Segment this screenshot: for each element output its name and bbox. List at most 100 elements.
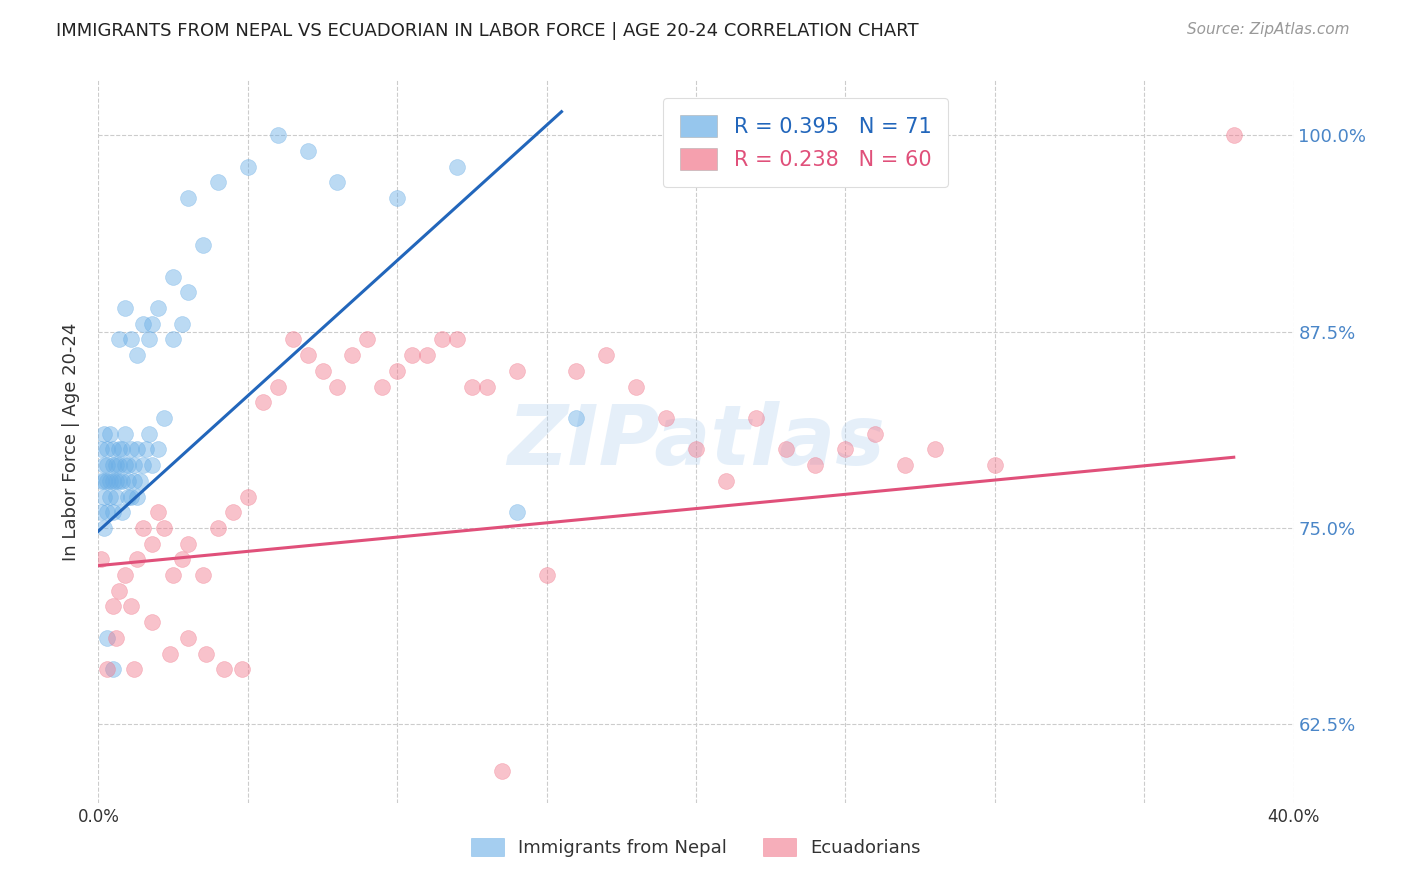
- Point: [326, 379, 349, 393]
- Point: [326, 175, 349, 189]
- Point: [506, 364, 529, 378]
- Text: Source: ZipAtlas.com: Source: ZipAtlas.com: [1187, 22, 1350, 37]
- Point: [105, 490, 128, 504]
- Point: [714, 474, 737, 488]
- Point: [491, 764, 513, 779]
- Point: [138, 426, 160, 441]
- Point: [120, 599, 142, 614]
- Point: [108, 474, 131, 488]
- Point: [191, 568, 214, 582]
- Point: [96, 458, 118, 472]
- Point: [120, 333, 142, 347]
- Point: [103, 474, 125, 488]
- Point: [297, 348, 319, 362]
- Point: [108, 333, 131, 347]
- Point: [195, 647, 218, 661]
- Point: [159, 647, 181, 661]
- Point: [114, 568, 136, 582]
- Point: [153, 411, 176, 425]
- Point: [127, 552, 149, 566]
- Point: [93, 458, 115, 472]
- Point: [177, 631, 200, 645]
- Point: [120, 490, 142, 504]
- Point: [108, 583, 131, 598]
- Point: [804, 458, 827, 472]
- Point: [401, 348, 423, 362]
- Point: [565, 411, 588, 425]
- Point: [90, 505, 112, 519]
- Point: [446, 160, 468, 174]
- Point: [506, 505, 529, 519]
- Point: [111, 505, 134, 519]
- Point: [135, 442, 157, 457]
- Point: [153, 521, 176, 535]
- Point: [103, 442, 125, 457]
- Point: [236, 160, 259, 174]
- Point: [236, 490, 259, 504]
- Point: [281, 333, 304, 347]
- Point: [536, 568, 558, 582]
- Text: IMMIGRANTS FROM NEPAL VS ECUADORIAN IN LABOR FORCE | AGE 20-24 CORRELATION CHART: IMMIGRANTS FROM NEPAL VS ECUADORIAN IN L…: [56, 22, 920, 40]
- Point: [745, 411, 768, 425]
- Point: [108, 442, 131, 457]
- Point: [96, 442, 118, 457]
- Point: [141, 458, 163, 472]
- Point: [90, 552, 112, 566]
- Point: [267, 128, 290, 143]
- Point: [114, 458, 136, 472]
- Point: [595, 348, 617, 362]
- Point: [117, 490, 139, 504]
- Point: [103, 599, 125, 614]
- Point: [177, 191, 200, 205]
- Point: [98, 474, 122, 488]
- Point: [162, 269, 184, 284]
- Point: [127, 490, 149, 504]
- Point: [212, 662, 235, 676]
- Point: [138, 333, 160, 347]
- Point: [475, 379, 498, 393]
- Point: [222, 505, 245, 519]
- Point: [191, 238, 214, 252]
- Point: [90, 474, 112, 488]
- Point: [96, 474, 118, 488]
- Point: [356, 333, 378, 347]
- Point: [984, 458, 1007, 472]
- Point: [267, 379, 290, 393]
- Point: [342, 348, 364, 362]
- Point: [924, 442, 946, 457]
- Point: [114, 426, 136, 441]
- Point: [1223, 128, 1246, 143]
- Point: [162, 568, 184, 582]
- Point: [111, 442, 134, 457]
- Point: [127, 348, 149, 362]
- Point: [311, 364, 333, 378]
- Point: [120, 442, 142, 457]
- Point: [177, 536, 200, 550]
- Point: [98, 426, 122, 441]
- Point: [93, 474, 115, 488]
- Point: [90, 442, 112, 457]
- Point: [105, 474, 128, 488]
- Point: [172, 317, 194, 331]
- Point: [117, 474, 139, 488]
- Point: [124, 662, 146, 676]
- Point: [252, 395, 274, 409]
- Point: [96, 505, 118, 519]
- Point: [148, 505, 170, 519]
- Point: [132, 458, 155, 472]
- Point: [108, 458, 131, 472]
- Point: [132, 521, 155, 535]
- Point: [626, 379, 648, 393]
- Point: [141, 615, 163, 630]
- Point: [96, 662, 118, 676]
- Legend: Immigrants from Nepal, Ecuadorians: Immigrants from Nepal, Ecuadorians: [463, 830, 929, 866]
- Point: [96, 631, 118, 645]
- Point: [124, 474, 146, 488]
- Point: [430, 333, 453, 347]
- Point: [416, 348, 439, 362]
- Point: [461, 379, 484, 393]
- Point: [177, 285, 200, 300]
- Point: [834, 442, 856, 457]
- Point: [114, 301, 136, 315]
- Point: [98, 490, 122, 504]
